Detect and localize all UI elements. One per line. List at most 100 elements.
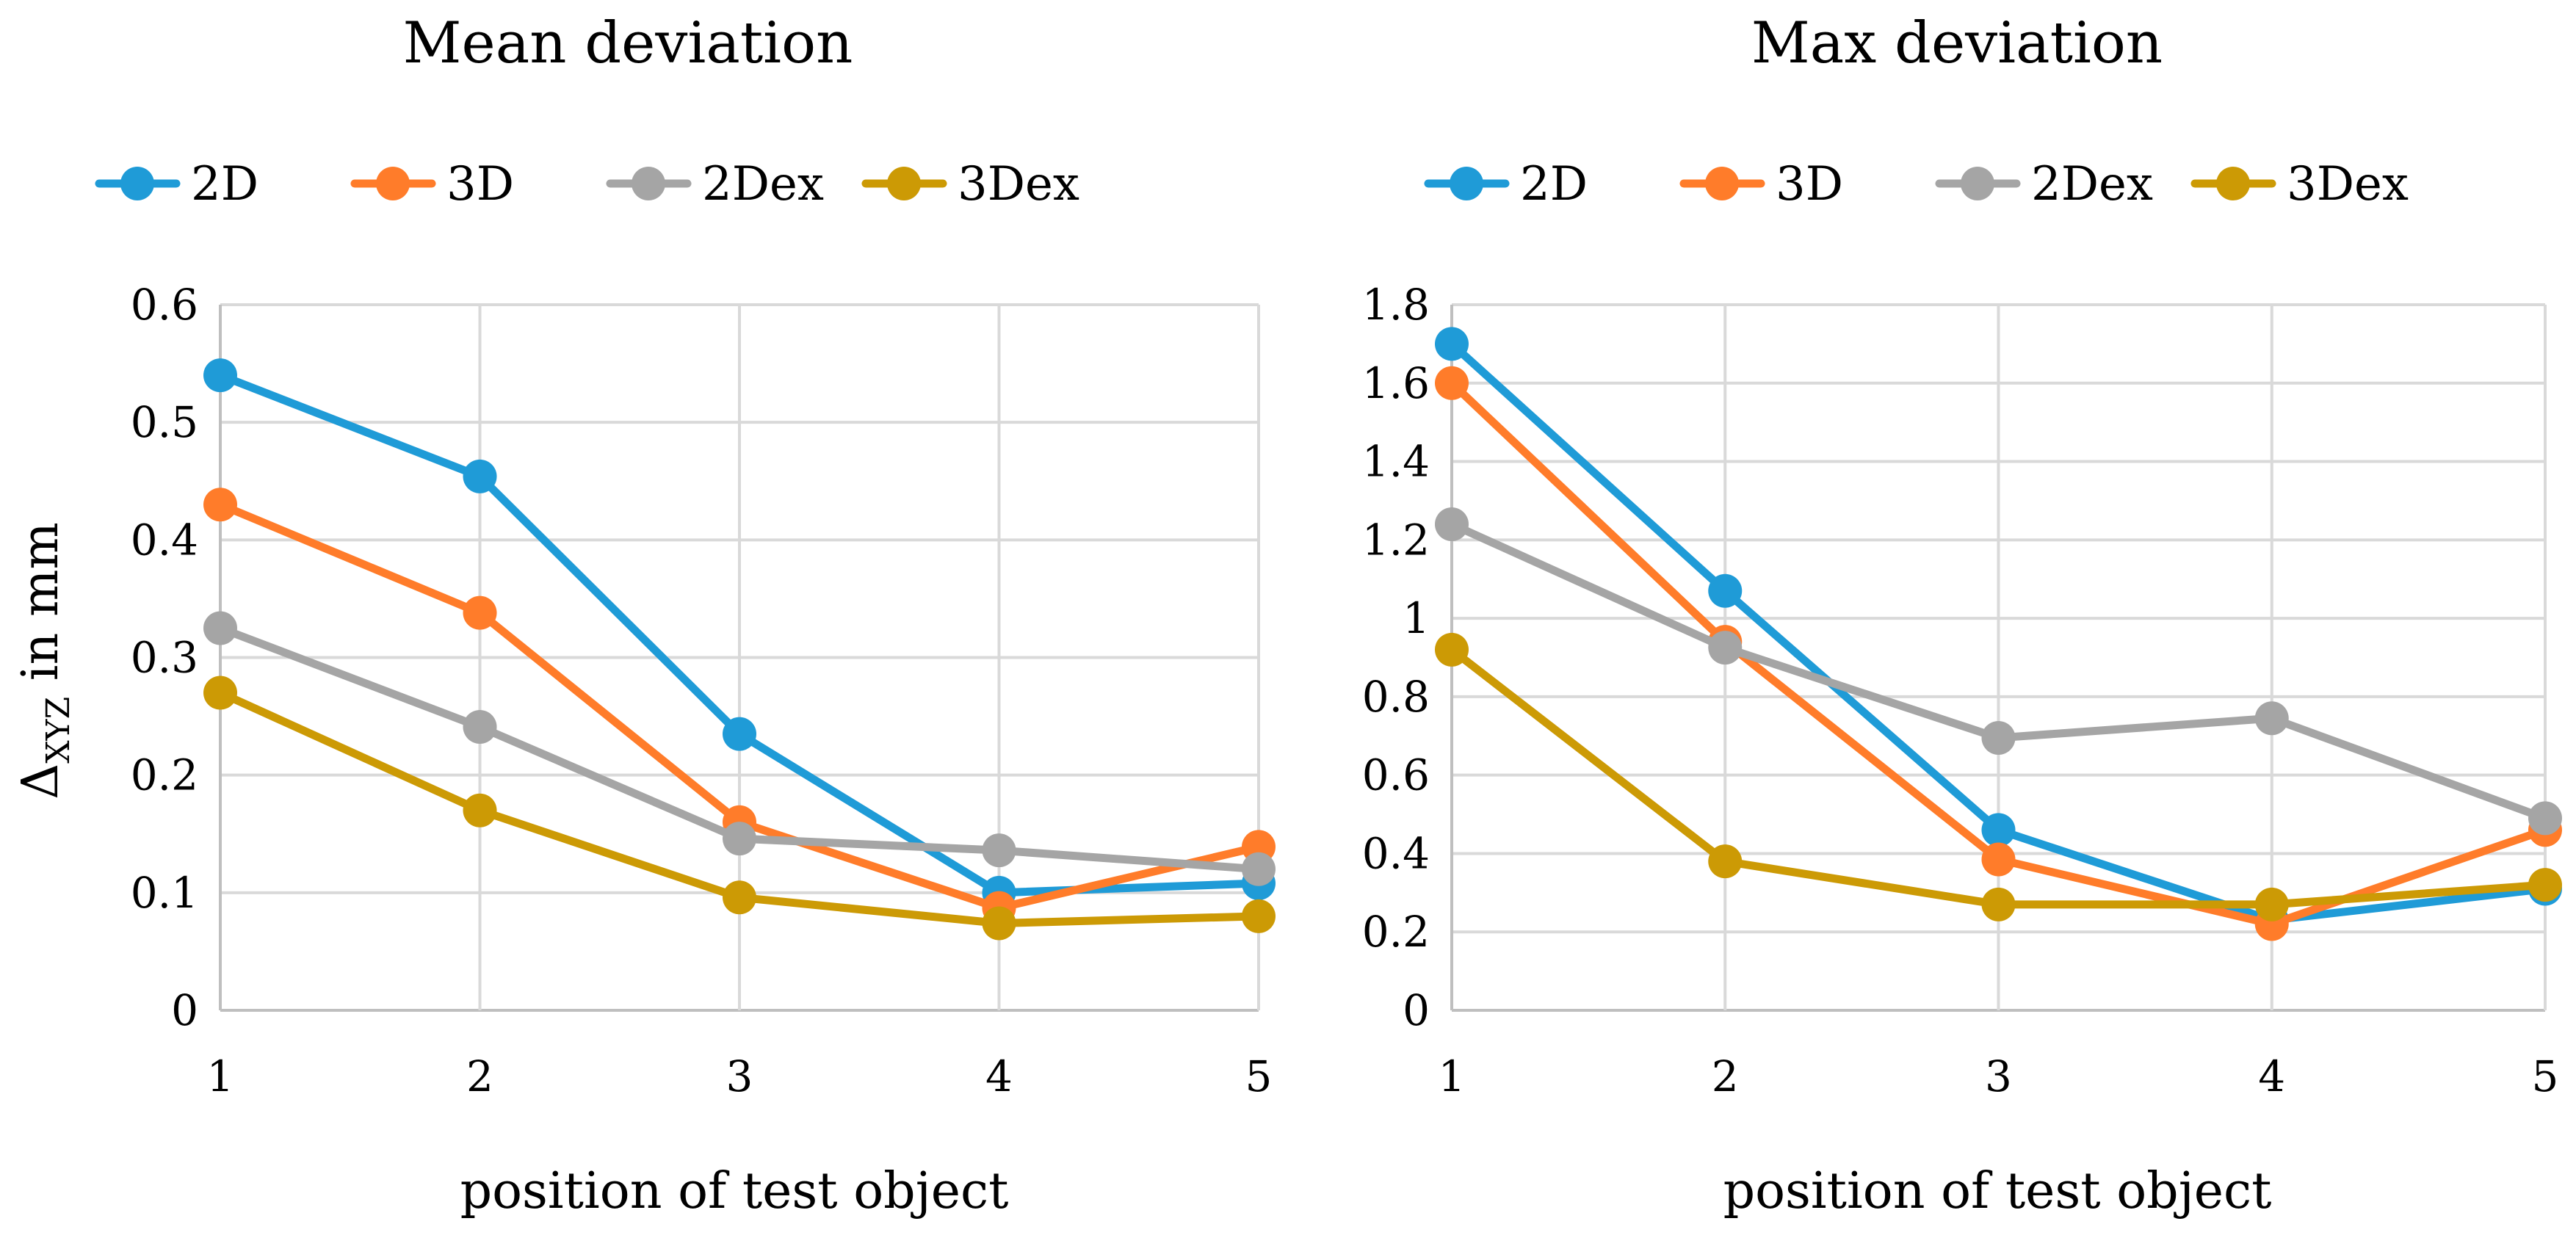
data-point — [982, 833, 1016, 868]
x-tick-label: 2 — [1712, 1051, 1739, 1101]
x-tick-label: 1 — [1439, 1051, 1466, 1101]
chart-title: Max deviation — [1751, 10, 2163, 76]
data-point — [463, 709, 497, 744]
legend-item-2dex: 2Dex — [606, 157, 824, 211]
data-point — [982, 906, 1016, 941]
tick-labels: 0 0.2 0.4 0.6 0.8 1 1.2 1.4 1.6 1.8 1 2 3 4 5 — [1362, 280, 2559, 1101]
legend-swatch-marker — [632, 167, 665, 200]
data-point — [203, 488, 237, 522]
series-3dex — [203, 675, 1276, 941]
legend-label: 2D — [1520, 157, 1588, 211]
series-3d — [1435, 366, 2562, 941]
data-point — [1981, 887, 2016, 921]
y-tick-label: 1.8 — [1362, 280, 1430, 330]
series-lines — [1435, 327, 2562, 941]
y-tick-label: 0.2 — [131, 750, 198, 800]
y-axis-title: ΔXYZ in mm — [12, 522, 77, 800]
legend-swatch-marker — [2216, 167, 2250, 200]
y-tick-label: 0.6 — [1362, 750, 1430, 800]
series-lines — [203, 358, 1276, 941]
legend-item-3dex: 3Dex — [2190, 157, 2409, 211]
y-tick-label: 0.2 — [1362, 907, 1430, 957]
legend-item-2d: 2D — [1424, 157, 1588, 211]
y-tick-label: 1.4 — [1362, 437, 1430, 487]
x-tick-label: 3 — [726, 1051, 753, 1101]
data-point — [1708, 573, 1743, 608]
data-point — [723, 822, 756, 856]
x-axis-title: position of test object — [460, 1162, 1009, 1220]
y-tick-label: 0.6 — [131, 280, 198, 330]
data-point — [723, 717, 756, 751]
y-axis-title-unit: in mm — [12, 522, 70, 697]
y-tick-label: 1.6 — [1362, 358, 1430, 408]
legend-swatch-marker — [1961, 167, 1994, 200]
legend-item-2dex: 2Dex — [1935, 157, 2153, 211]
x-tick-label: 1 — [207, 1051, 234, 1101]
x-tick-label: 4 — [985, 1051, 1013, 1101]
data-point — [203, 675, 237, 710]
legend-label: 2D — [191, 157, 258, 211]
data-point — [1242, 852, 1276, 886]
data-point — [203, 358, 237, 393]
legend-label: 2Dex — [2031, 157, 2153, 211]
series-3dex — [1435, 632, 2562, 921]
data-point — [1981, 720, 2016, 755]
data-point — [2528, 801, 2562, 836]
y-tick-label: 1.2 — [1362, 515, 1430, 565]
legend-label: 3Dex — [2287, 157, 2409, 211]
data-point — [1981, 842, 2016, 877]
series-2dex — [203, 611, 1276, 886]
y-tick-label: 0.1 — [131, 868, 198, 918]
y-tick-label: 0 — [1403, 985, 1430, 1035]
y-tick-label: 0.8 — [1362, 672, 1430, 722]
y-tick-label: 0.4 — [1362, 828, 1430, 878]
x-tick-label: 2 — [466, 1051, 493, 1101]
data-point — [463, 459, 497, 493]
data-point — [1708, 631, 1743, 665]
y-axis-title-delta: Δ — [12, 764, 70, 800]
x-tick-label: 3 — [1985, 1051, 2012, 1101]
legend-swatch-marker — [887, 167, 921, 200]
data-point — [203, 611, 237, 645]
y-axis-title-subscript: XYZ — [40, 697, 77, 764]
data-point — [1242, 899, 1276, 933]
max-deviation-chart: Max deviation 2D 3D 2Dex 3Dex 0 0.2 0.4 0.6 0.8… — [1362, 10, 2562, 1220]
data-point — [2254, 701, 2289, 736]
data-point — [1435, 327, 1469, 361]
chart-title: Mean deviation — [403, 10, 853, 76]
legend-label: 3D — [446, 157, 514, 211]
y-tick-label: 0.3 — [131, 633, 198, 683]
legend-swatch-marker — [376, 167, 410, 200]
legend: 2D 3D 2Dex 3Dex — [1424, 157, 2409, 211]
data-point — [2254, 887, 2289, 921]
x-tick-label: 5 — [2532, 1051, 2559, 1101]
legend-swatch-marker — [1450, 167, 1483, 200]
legend-item-2d: 2D — [95, 157, 258, 211]
data-point — [463, 793, 497, 827]
legend-label: 3Dex — [958, 157, 1079, 211]
legend-swatch-marker — [1705, 167, 1739, 200]
x-tick-label: 5 — [1245, 1051, 1273, 1101]
data-point — [463, 595, 497, 630]
data-point — [1981, 813, 2016, 847]
x-axis-title: position of test object — [1723, 1162, 2272, 1220]
x-tick-label: 4 — [2258, 1051, 2285, 1101]
data-point — [1435, 507, 1469, 541]
gridlines — [1450, 303, 2547, 1012]
data-point — [2528, 868, 2562, 902]
legend-label: 2Dex — [702, 157, 824, 211]
mean-deviation-chart: Mean deviation 2D 3D 2Dex 3Dex 0 0.1 0.2 0.3 0.… — [12, 10, 1276, 1220]
legend-item-3dex: 3Dex — [861, 157, 1079, 211]
y-tick-label: 1 — [1403, 593, 1430, 643]
legend-label: 3D — [1776, 157, 1843, 211]
series-2dex — [1435, 507, 2562, 836]
tick-labels: 0 0.1 0.2 0.3 0.4 0.5 0.6 1 2 3 4 5 — [131, 280, 1273, 1101]
y-tick-label: 0.5 — [131, 397, 198, 447]
data-point — [1435, 632, 1469, 667]
y-tick-label: 0 — [171, 985, 198, 1035]
data-point — [1708, 844, 1743, 879]
legend-item-3d: 3D — [1679, 157, 1843, 211]
data-point — [1435, 366, 1469, 400]
